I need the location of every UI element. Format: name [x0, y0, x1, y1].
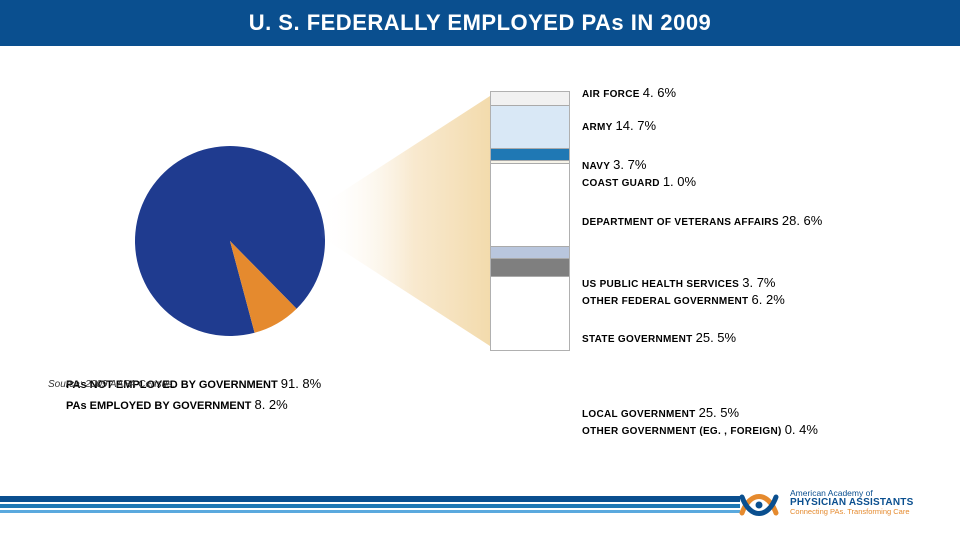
segment-label: ARMY 14. 7%: [582, 119, 656, 134]
segment-label: LOCAL GOVERNMENT 25. 5%: [582, 406, 818, 421]
segment-label-category: STATE GOVERNMENT: [582, 334, 696, 345]
stacked-bar: [490, 91, 570, 351]
segment-label: NAVY 3. 7%: [582, 158, 696, 173]
label-group: STATE GOVERNMENT 25. 5%: [582, 331, 736, 348]
pie-legend-category: PAs EMPLOYED BY GOVERNMENT: [66, 400, 254, 412]
bar-segment: [491, 164, 569, 247]
bar-segment: [491, 277, 569, 350]
pie-legend-row: PAs EMPLOYED BY GOVERNMENT 8. 2%: [66, 397, 321, 412]
footer-stripe: [0, 504, 740, 508]
label-group: LOCAL GOVERNMENT 25. 5% OTHER GOVERNMENT …: [582, 406, 818, 439]
bar-segment: [491, 92, 569, 106]
segment-label-pct: 3. 7%: [613, 157, 646, 172]
footer-stripe: [0, 510, 740, 513]
footer: American Academy of PHYSICIAN ASSISTANTS…: [0, 470, 960, 540]
logo: American Academy of PHYSICIAN ASSISTANTS…: [736, 474, 936, 530]
footer-stripe: [0, 496, 740, 502]
bar-segment: [491, 106, 569, 149]
segment-label-pct: 28. 6%: [782, 213, 822, 228]
pie-svg: [130, 141, 330, 341]
segment-label-pct: 14. 7%: [616, 118, 656, 133]
segment-label: AIR FORCE 4. 6%: [582, 86, 676, 101]
bar-segment: [491, 259, 569, 278]
label-group: AIR FORCE 4. 6%: [582, 86, 676, 103]
logo-line3: Connecting PAs. Transforming Care: [790, 508, 913, 516]
label-group: NAVY 3. 7% COAST GUARD 1. 0%: [582, 158, 696, 191]
content-area: AIR FORCE 4. 6% ARMY 14. 7% NAVY 3. 7% COAS…: [0, 46, 960, 470]
slide-title: U. S. FEDERALLY EMPLOYED PAs IN 2009: [249, 10, 712, 36]
segment-label-category: ARMY: [582, 122, 616, 133]
segment-label: OTHER GOVERNMENT (EG. , FOREIGN) 0. 4%: [582, 423, 818, 438]
segment-label-category: COAST GUARD: [582, 178, 663, 189]
source-note: Source: 2009 AAPA Census.: [48, 379, 175, 390]
slide-root: U. S. FEDERALLY EMPLOYED PAs IN 2009: [0, 0, 960, 540]
segment-label-category: LOCAL GOVERNMENT: [582, 409, 699, 420]
segment-label-pct: 3. 7%: [742, 275, 775, 290]
title-bar: U. S. FEDERALLY EMPLOYED PAs IN 2009: [0, 0, 960, 46]
segment-label: US PUBLIC HEALTH SERVICES 3. 7%: [582, 276, 785, 291]
pie-slice: [135, 146, 325, 336]
segment-label-category: OTHER GOVERNMENT (EG. , FOREIGN): [582, 426, 785, 437]
segment-label-pct: 4. 6%: [643, 85, 676, 100]
footer-stripes: [0, 496, 740, 516]
pie-chart: [130, 141, 330, 341]
segment-label: OTHER FEDERAL GOVERNMENT 6. 2%: [582, 293, 785, 308]
label-group: DEPARTMENT OF VETERANS AFFAIRS 28. 6%: [582, 214, 822, 231]
pie-legend-pct: 8. 2%: [254, 397, 287, 412]
bar-segment: [491, 247, 569, 259]
label-group: US PUBLIC HEALTH SERVICES 3. 7% OTHER FED…: [582, 276, 785, 309]
segment-label-category: NAVY: [582, 161, 613, 172]
segment-label: COAST GUARD 1. 0%: [582, 175, 696, 190]
logo-text: American Academy of PHYSICIAN ASSISTANTS…: [790, 489, 913, 515]
segment-label: STATE GOVERNMENT 25. 5%: [582, 331, 736, 346]
logo-line2: PHYSICIAN ASSISTANTS: [790, 498, 913, 508]
segment-label-category: US PUBLIC HEALTH SERVICES: [582, 279, 742, 290]
pie-legend-pct: 91. 8%: [281, 376, 321, 391]
segment-label-pct: 25. 5%: [699, 405, 739, 420]
segment-label-category: AIR FORCE: [582, 89, 643, 100]
logo-icon: [736, 479, 782, 525]
segment-label-pct: 25. 5%: [696, 330, 736, 345]
segment-label-category: OTHER FEDERAL GOVERNMENT: [582, 296, 752, 307]
bar-segment: [491, 149, 569, 161]
zoom-cone: [320, 96, 490, 346]
segment-label-pct: 1. 0%: [663, 174, 696, 189]
label-group: ARMY 14. 7%: [582, 119, 656, 136]
segment-label-pct: 0. 4%: [785, 422, 818, 437]
segment-label-pct: 6. 2%: [752, 292, 785, 307]
segment-label: DEPARTMENT OF VETERANS AFFAIRS 28. 6%: [582, 214, 822, 229]
segment-label-category: DEPARTMENT OF VETERANS AFFAIRS: [582, 217, 782, 228]
